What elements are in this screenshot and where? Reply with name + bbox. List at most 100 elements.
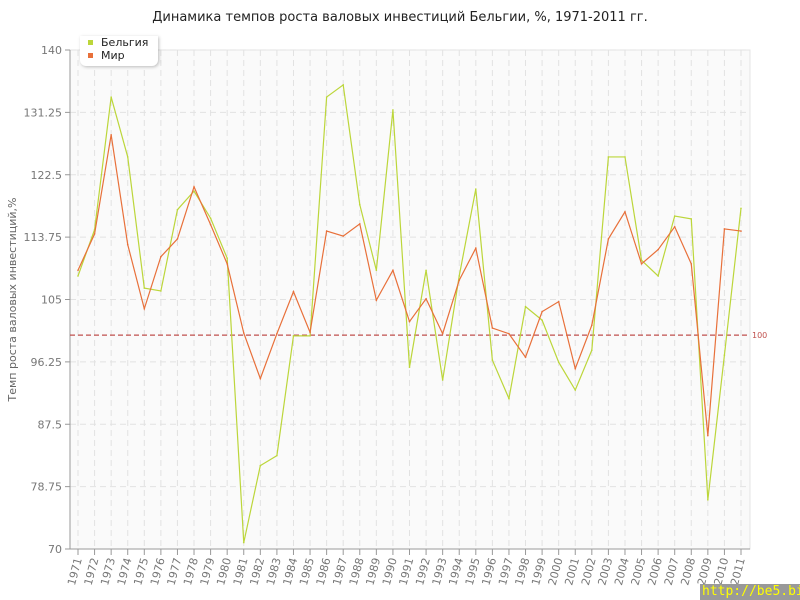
data-point (723, 354, 726, 356)
legend-label: Мир (101, 49, 125, 62)
data-point (242, 541, 245, 544)
data-point (491, 327, 494, 329)
data-point (176, 208, 179, 211)
legend-item-belgium[interactable]: Бельгия (80, 36, 158, 49)
data-point (541, 319, 543, 321)
data-point (110, 96, 112, 98)
data-point (226, 263, 228, 265)
data-point (508, 397, 510, 400)
data-point (342, 235, 345, 237)
y-tick-label: 70 (48, 543, 62, 556)
data-point (491, 359, 494, 361)
data-point (309, 331, 311, 334)
y-tick-label: 96.25 (31, 356, 63, 369)
data-point (375, 269, 378, 272)
data-point (408, 366, 411, 369)
data-point (425, 297, 427, 300)
data-point (591, 349, 593, 351)
y-tick-label: 87.5 (38, 418, 63, 431)
data-point (160, 290, 162, 292)
data-point (524, 356, 527, 359)
data-point (242, 332, 245, 334)
data-point (259, 377, 262, 380)
data-point (292, 335, 295, 337)
data-point (143, 287, 146, 289)
data-point (441, 332, 444, 335)
data-point (458, 275, 461, 277)
data-point (707, 434, 709, 437)
data-point (209, 217, 212, 220)
data-point (77, 269, 79, 272)
data-point (475, 247, 477, 249)
chart-title: Динамика темпов роста валовых инвестиций… (152, 10, 648, 25)
data-point (358, 203, 361, 206)
y-axis-label: Темп роста валовых инвестиций,% (6, 198, 19, 403)
data-point (309, 335, 311, 337)
data-point (176, 238, 179, 240)
data-point (259, 464, 262, 467)
data-point (740, 230, 742, 232)
data-point (657, 248, 659, 251)
data-point (475, 188, 477, 190)
legend-item-world[interactable]: Мир (80, 49, 158, 62)
y-tick-label: 131.25 (24, 106, 63, 119)
data-point (657, 275, 659, 277)
y-tick-label: 78.75 (31, 481, 63, 494)
data-point (574, 367, 577, 370)
reference-line-label: 100 (752, 331, 767, 340)
data-point (607, 156, 610, 158)
data-point (690, 218, 693, 220)
data-point (624, 211, 626, 213)
data-point (193, 190, 195, 192)
data-point (193, 186, 195, 188)
data-point (358, 223, 361, 225)
y-tick-label: 122.5 (31, 169, 63, 182)
data-point (77, 275, 79, 277)
data-point (392, 109, 394, 111)
data-point (458, 279, 461, 282)
data-point (160, 255, 162, 258)
data-point (591, 324, 593, 326)
data-point (126, 156, 129, 158)
data-point (541, 310, 543, 313)
data-point (276, 332, 278, 335)
data-point (607, 238, 610, 240)
data-point (93, 233, 96, 235)
x-tick-label: 2011 (728, 556, 748, 586)
data-point (325, 230, 328, 232)
data-point (574, 389, 577, 391)
data-point (375, 299, 378, 302)
data-point (292, 290, 295, 293)
data-point (557, 361, 560, 364)
data-point (392, 269, 394, 272)
legend: Бельгия Мир (80, 36, 158, 66)
data-point (408, 320, 411, 323)
data-point (673, 215, 676, 217)
data-point (226, 257, 228, 259)
y-tick-label: 105 (41, 294, 62, 307)
data-point (276, 454, 278, 457)
data-point (508, 332, 510, 335)
data-point (126, 243, 129, 246)
data-point (143, 307, 146, 310)
data-point (209, 223, 212, 226)
data-point (640, 263, 643, 265)
data-point (524, 305, 527, 308)
watermark: http://be5.biz/ (700, 584, 800, 600)
data-point (723, 228, 726, 230)
data-point (624, 156, 626, 158)
data-point (342, 84, 345, 86)
data-point (441, 379, 444, 381)
y-tick-label: 113.75 (24, 231, 63, 244)
data-point (707, 499, 709, 501)
data-point (673, 225, 676, 228)
data-point (740, 207, 742, 210)
legend-swatch (88, 40, 93, 45)
data-point (425, 269, 427, 272)
data-point (325, 96, 328, 98)
y-tick-label: 140 (41, 44, 62, 57)
data-point (110, 134, 112, 136)
legend-label: Бельгия (101, 36, 149, 49)
legend-swatch (88, 53, 93, 58)
